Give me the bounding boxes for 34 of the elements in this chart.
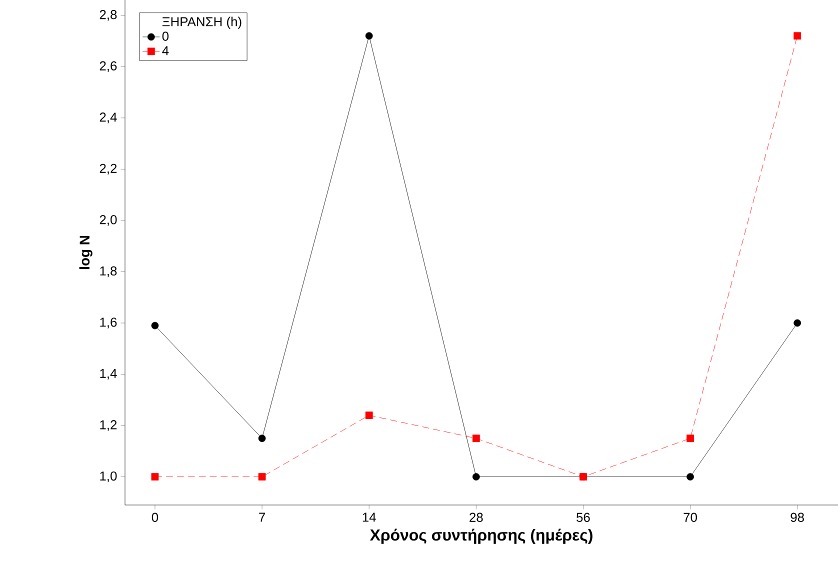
x-tick-label: 98 [790,512,804,522]
point [472,434,480,442]
y-tick-label: 2,6 [100,61,117,72]
x-tick-label: 28 [470,512,483,522]
legend-title: ΞΗΡΑΝΣΗ (h) [162,16,242,29]
legend-label: 0 [162,32,169,41]
point [151,322,159,330]
legend-label: 4 [162,46,169,56]
x-tick-label: 0 [152,512,158,522]
y-tick-label: 1,0 [100,471,117,482]
point [794,32,802,40]
y-tick-label: 1,8 [100,266,117,278]
y-tick-label: 1,4 [100,368,117,380]
point [686,434,694,442]
point [794,319,802,327]
x-axis-title: Χρόνος συντήρησης (ημέρες) [370,528,592,544]
y-tick-label: 2,2 [100,164,117,175]
y-tick-label: 2,0 [100,215,117,226]
y-axis-title: log N [79,236,92,269]
x-tick-label: 56 [576,512,590,522]
x-tick-label: 14 [362,512,376,522]
point [365,32,373,40]
y-tick-label: 2,8 [100,10,117,21]
y-tick-label: 2,4 [100,112,117,124]
point [365,412,373,419]
point [258,473,266,480]
y-tick-label: 1,6 [100,318,117,328]
y-tick-label: 1,2 [100,420,117,431]
point [686,473,694,480]
point [151,473,159,480]
x-tick-label: 7 [259,512,265,522]
x-tick-label: 70 [684,512,697,522]
point [472,473,480,480]
point [258,434,266,442]
